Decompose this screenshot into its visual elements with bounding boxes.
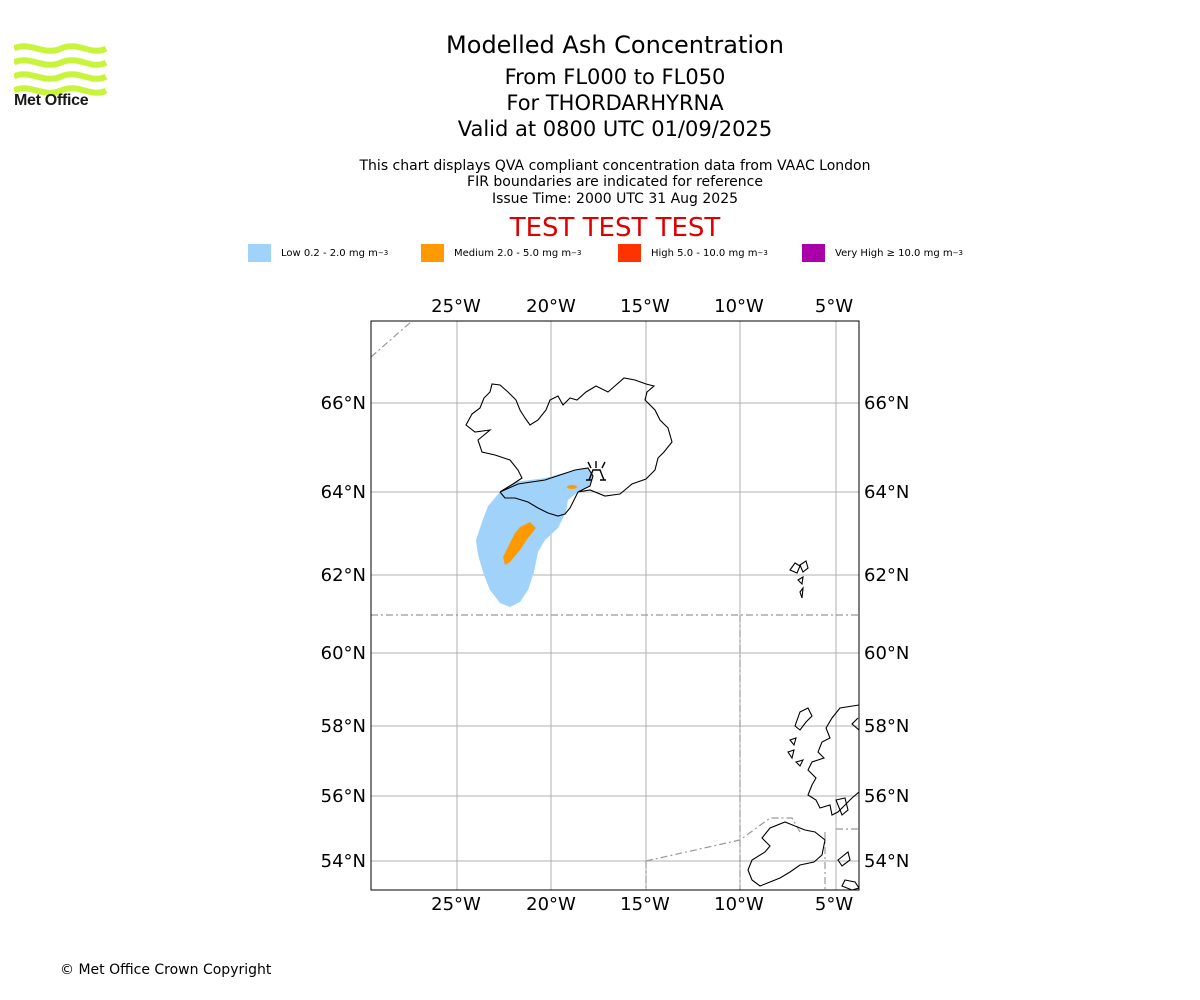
- legend-unit-exponent: −3: [757, 249, 768, 257]
- lat-tick-label: 64°N: [321, 482, 366, 503]
- volcano-name: For THORDARHYRNA: [506, 91, 724, 115]
- lat-tick-label: 66°N: [864, 393, 909, 414]
- lon-tick-label: 25°W: [431, 296, 481, 317]
- lat-tick-label: 60°N: [864, 643, 909, 664]
- coastline-gb-west: [835, 797, 859, 890]
- test-banner: TEST TEST TEST: [509, 213, 721, 243]
- flight-level-range: From FL000 to FL050: [504, 65, 726, 89]
- lat-tick-label: 56°N: [864, 786, 909, 807]
- legend-unit-exponent: −3: [377, 249, 389, 257]
- legend-swatch-low: [248, 244, 271, 262]
- valid-time: Valid at 0800 UTC 01/09/2025: [457, 117, 773, 141]
- lon-tick-label: 15°W: [620, 296, 670, 317]
- lat-tick-label: 60°N: [321, 643, 366, 664]
- lat-tick-label: 62°N: [864, 565, 909, 586]
- legend-item-low: Low 0.2 - 2.0 mg m −3: [248, 244, 388, 262]
- map-frame: [370, 320, 860, 891]
- legend-swatch-medium: [421, 244, 444, 262]
- lon-tick-label: 20°W: [526, 894, 576, 915]
- legend-label-high: High 5.0 - 10.0 mg m: [651, 247, 758, 259]
- legend-item-high: High 5.0 - 10.0 mg m −3: [618, 244, 768, 262]
- ash-area-low: [476, 468, 593, 607]
- coastline-iceland: [465, 377, 673, 517]
- legend-label-low: Low 0.2 - 2.0 mg m: [281, 247, 378, 259]
- legend-label-very-high: Very High ≥ 10.0 mg m: [835, 247, 953, 259]
- lon-tick-label: 10°W: [714, 296, 764, 317]
- lat-tick-label: 66°N: [321, 393, 366, 414]
- copyright-notice: © Met Office Crown Copyright: [60, 962, 272, 978]
- lon-tick-label: 15°W: [620, 894, 670, 915]
- lon-tick-label: 5°W: [815, 894, 853, 915]
- legend-swatch-very-high: [802, 244, 825, 262]
- fir-boundary: [371, 321, 413, 358]
- lon-tick-label: 5°W: [815, 296, 853, 317]
- coastline-scotland: [807, 704, 859, 816]
- lon-tick-label: 10°W: [714, 894, 764, 915]
- lat-tick-label: 56°N: [321, 786, 366, 807]
- lat-tick-label: 62°N: [321, 565, 366, 586]
- lat-tick-label: 54°N: [864, 851, 909, 872]
- chart-description: This chart displays QVA compliant concen…: [359, 158, 871, 174]
- legend-unit-exponent: −3: [571, 249, 582, 257]
- legend-item-very-high: Very High ≥ 10.0 mg m −3: [802, 244, 963, 262]
- fir-boundary: [645, 817, 801, 862]
- coastlines: [465, 377, 859, 890]
- lon-tick-label: 20°W: [526, 296, 576, 317]
- lon-tick-label: 25°W: [431, 894, 481, 915]
- chart-title: Modelled Ash Concentration: [446, 31, 784, 59]
- coastline-faroes: [789, 560, 809, 599]
- lat-tick-label: 54°N: [321, 851, 366, 872]
- fir-boundaries: [371, 321, 859, 890]
- volcano-icon: [586, 461, 606, 481]
- ash-area-medium: [567, 485, 577, 489]
- legend-label-medium: Medium 2.0 - 5.0 mg m: [454, 247, 572, 259]
- coastline-hebrides: [787, 707, 813, 767]
- coastline-ireland: [747, 821, 826, 887]
- legend-unit-exponent: −3: [952, 249, 963, 257]
- lat-tick-label: 58°N: [864, 716, 909, 737]
- met-office-logo: [14, 43, 108, 96]
- ash-area-medium: [503, 522, 536, 565]
- legend-item-medium: Medium 2.0 - 5.0 mg m −3: [421, 244, 581, 262]
- logo-text: Met Office: [14, 92, 89, 109]
- fir-note: FIR boundaries are indicated for referen…: [467, 174, 763, 190]
- grid-lines: [371, 321, 859, 890]
- lat-tick-label: 64°N: [864, 482, 909, 503]
- issue-time: Issue Time: 2000 UTC 31 Aug 2025: [491, 191, 739, 207]
- lat-tick-label: 58°N: [321, 716, 366, 737]
- legend-swatch-high: [618, 244, 641, 262]
